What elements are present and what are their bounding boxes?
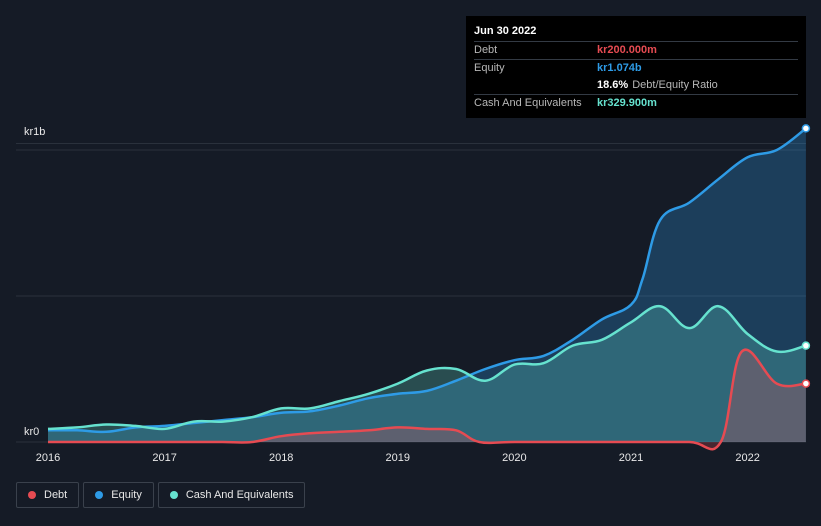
legend-item-cash[interactable]: Cash And Equivalents [157, 482, 306, 508]
series-lines [47, 127, 807, 451]
y-tick-max: kr1b [24, 126, 45, 138]
x-tick-2018: 2018 [269, 452, 293, 464]
equity-dot-icon [95, 491, 104, 499]
x-tick-2020: 2020 [502, 452, 526, 464]
tooltip-row-equity: Equity kr1.074b [474, 59, 798, 77]
x-axis: 2016 2017 2018 2019 2020 2021 2022 [36, 452, 760, 464]
tooltip-cash-value: kr329.900m [597, 97, 657, 109]
tooltip-equity-label: Equity [474, 62, 505, 74]
y-axis: kr1b kr0 [24, 126, 45, 438]
marker-cash-and-equivalents [801, 341, 811, 350]
marker-equity [801, 124, 811, 133]
tooltip-ratio-spacer [474, 77, 597, 94]
x-tick-2019: 2019 [386, 452, 410, 464]
x-tick-2022: 2022 [735, 452, 759, 464]
line-cash-and-equivalents [47, 304, 807, 431]
tooltip-ratio-text: Debt/Equity Ratio [632, 79, 718, 91]
tooltip-ratio-value: 18.6% [597, 79, 629, 91]
x-tick-2016: 2016 [36, 452, 60, 464]
tooltip-cash-label: Cash And Equivalents [474, 97, 582, 109]
y-tick-zero: kr0 [24, 426, 39, 438]
legend-equity-label: Equity [111, 489, 142, 501]
end-markers [801, 124, 811, 388]
tooltip-row-debt: Debt kr200.000m [474, 41, 798, 59]
area-fills [48, 128, 806, 450]
area-equity [48, 128, 806, 442]
area-cash-and-equivalents [48, 306, 806, 442]
legend-item-equity[interactable]: Equity [83, 482, 154, 508]
tooltip-row-ratio: 18.6% Debt/Equity Ratio [474, 77, 798, 94]
tooltip-date: Jun 30 2022 [474, 25, 537, 37]
legend-item-debt[interactable]: Debt [16, 482, 80, 508]
tooltip-row-cash: Cash And Equivalents kr329.900m [474, 94, 798, 112]
tooltip-debt-value: kr200.000m [597, 44, 657, 56]
tooltip-debt-label: Debt [474, 44, 498, 56]
debt-dot-icon [28, 491, 36, 499]
legend: Debt Equity Cash And Equivalents [16, 482, 309, 510]
legend-cash-label: Cash And Equivalents [185, 489, 294, 501]
tooltip-panel: Jun 30 2022 Debt kr200.000m Equity kr1.0… [466, 16, 806, 118]
tooltip-equity-value: kr1.074b [597, 62, 642, 74]
line-debt [48, 348, 807, 451]
x-tick-2017: 2017 [152, 452, 176, 464]
cash-dot-icon [169, 491, 178, 499]
marker-debt [801, 379, 811, 388]
legend-debt-label: Debt [44, 489, 68, 501]
x-tick-2021: 2021 [619, 452, 643, 464]
